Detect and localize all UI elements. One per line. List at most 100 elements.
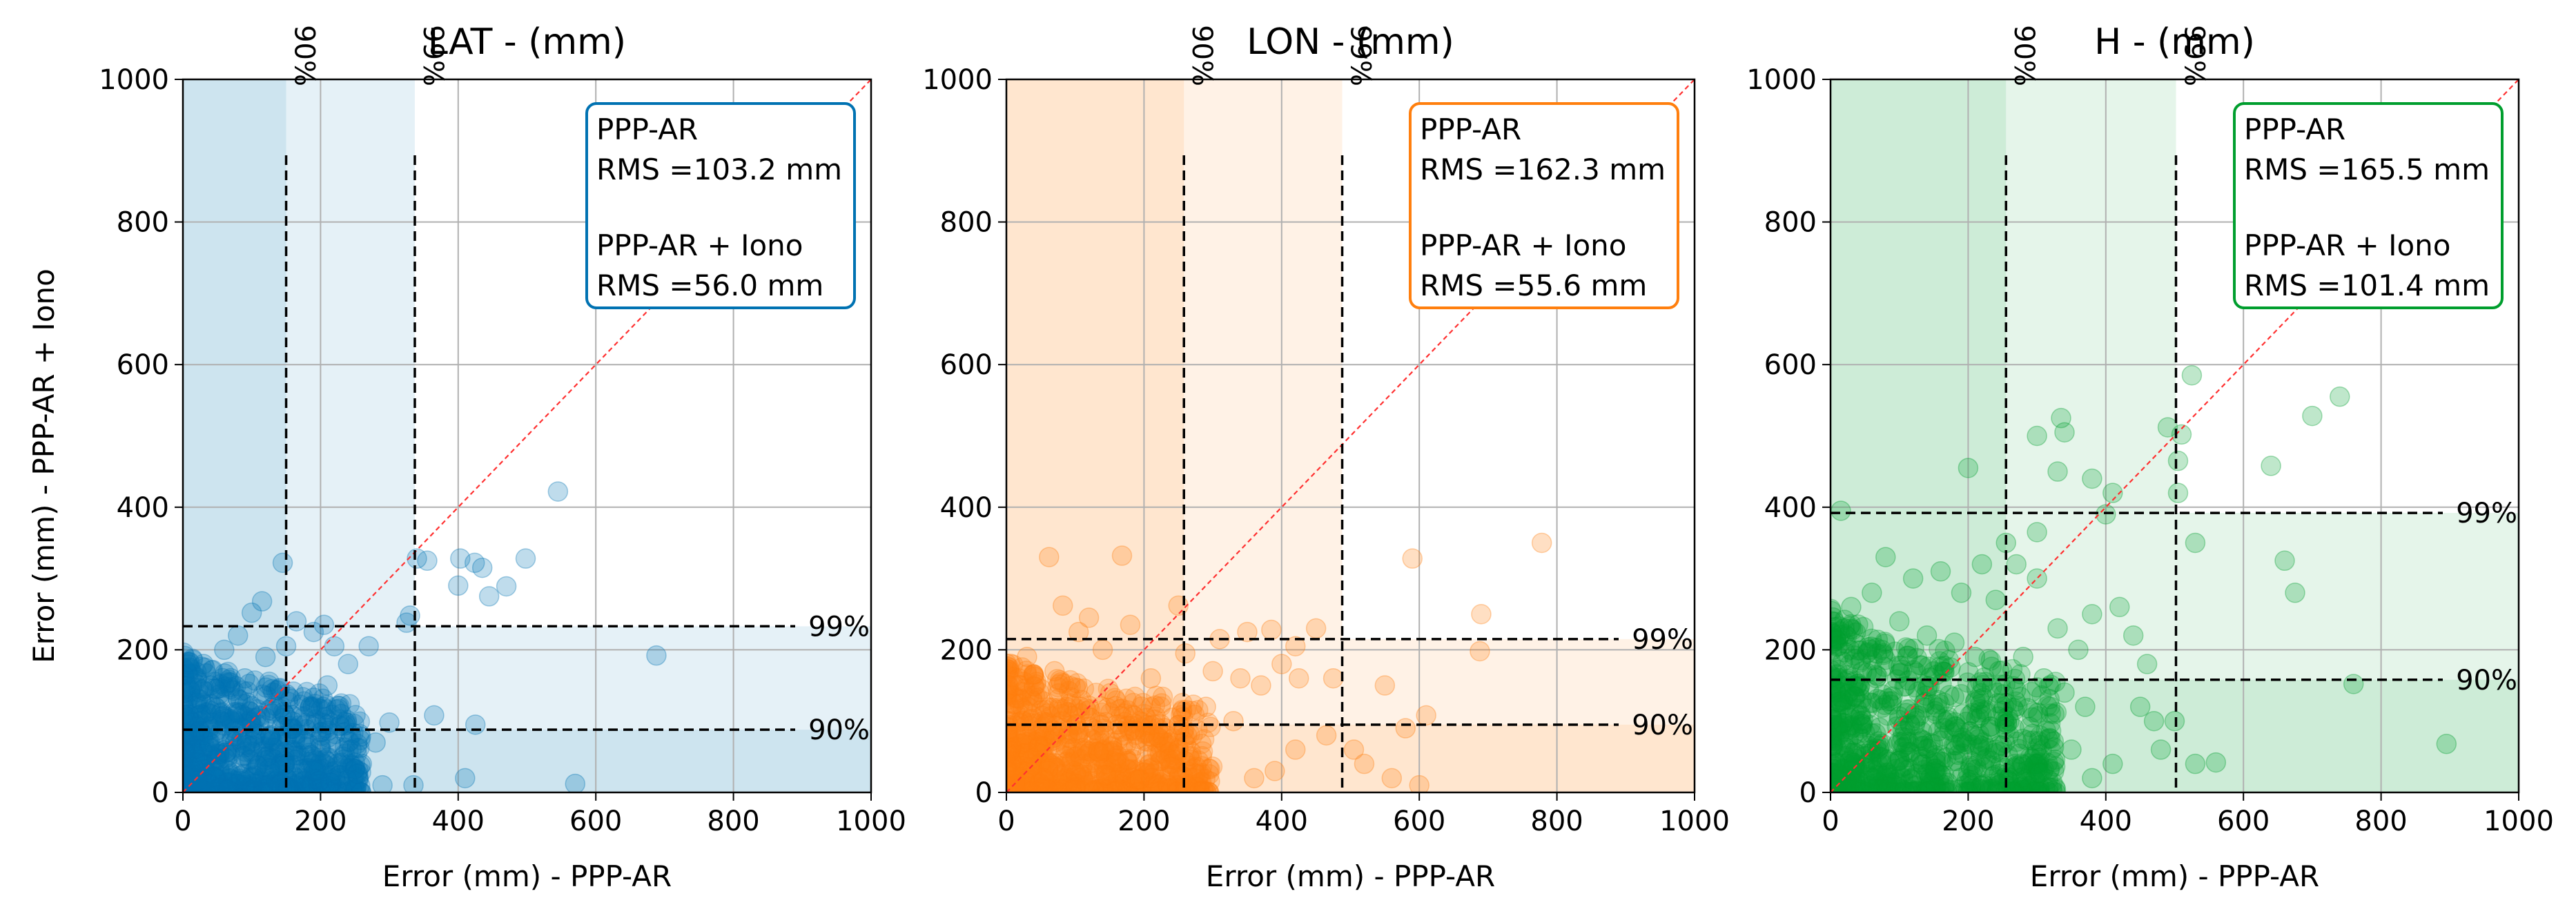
scatter-point bbox=[1162, 708, 1182, 728]
scatter-point bbox=[204, 767, 225, 788]
scatter-point bbox=[2082, 768, 2102, 789]
scatter-point bbox=[1047, 769, 1069, 790]
scatter-point bbox=[303, 746, 324, 768]
scatter-point bbox=[1135, 765, 1157, 786]
scatter-point bbox=[183, 754, 199, 775]
scatter-point bbox=[253, 774, 274, 792]
scatter-point bbox=[346, 775, 367, 792]
scatter-point bbox=[261, 779, 282, 792]
scatter-point bbox=[257, 774, 278, 792]
scatter-point bbox=[1470, 641, 1490, 662]
scatter-point bbox=[195, 657, 215, 679]
scatter-point bbox=[1056, 767, 1077, 788]
scatter-point bbox=[296, 745, 317, 766]
scatter-point bbox=[237, 780, 257, 792]
scatter-point bbox=[296, 779, 318, 792]
scatter-point bbox=[1137, 744, 1158, 765]
scatter-point bbox=[1067, 723, 1089, 744]
scatter-point bbox=[1010, 675, 1031, 696]
scatter-point bbox=[195, 765, 217, 786]
scatter-points bbox=[183, 481, 667, 792]
scatter-point bbox=[183, 663, 203, 685]
scatter-point bbox=[302, 753, 323, 774]
scatter-point bbox=[1159, 732, 1180, 753]
scatter-point bbox=[2343, 674, 2364, 694]
scatter-point bbox=[1006, 711, 1022, 732]
scatter-point bbox=[194, 755, 215, 776]
scatter-point bbox=[1060, 753, 1081, 774]
scatter-point bbox=[1006, 752, 1020, 774]
scatter-point bbox=[1140, 696, 1162, 718]
scatter-point bbox=[1006, 745, 1020, 766]
x-tick-label: 600 bbox=[569, 806, 622, 837]
scatter-point bbox=[334, 737, 355, 758]
scatter-point bbox=[1200, 771, 1220, 792]
scatter-point bbox=[183, 740, 195, 761]
scatter-point bbox=[1039, 753, 1060, 774]
scatter-point bbox=[1011, 769, 1032, 790]
scatter-point bbox=[1035, 768, 1056, 790]
scatter-point bbox=[450, 548, 471, 569]
scatter-point bbox=[1048, 779, 1069, 792]
scatter-point bbox=[239, 749, 260, 770]
scatter-point bbox=[1111, 545, 1133, 566]
scatter-point bbox=[208, 773, 228, 792]
legend-text: RMS =56.0 mm bbox=[596, 269, 823, 302]
scatter-point bbox=[183, 750, 204, 770]
scatter-point bbox=[2185, 532, 2206, 554]
scatter-point bbox=[1104, 780, 1126, 792]
scatter-point bbox=[1149, 743, 1170, 764]
scatter-point bbox=[262, 748, 283, 769]
scatter-point bbox=[255, 677, 277, 698]
scatter-point bbox=[217, 779, 238, 792]
scatter-point bbox=[1175, 734, 1196, 756]
scatter-point bbox=[217, 760, 238, 781]
scatter-point bbox=[293, 771, 314, 792]
scatter-point bbox=[1841, 596, 1862, 618]
scatter-point bbox=[2167, 482, 2189, 503]
scatter-point bbox=[1079, 779, 1100, 792]
scatter-point bbox=[218, 670, 240, 690]
scatter-point bbox=[1104, 781, 1126, 792]
scatter-point bbox=[183, 707, 198, 728]
scatter-point bbox=[202, 745, 224, 767]
scatter-point bbox=[224, 770, 245, 791]
scatter-point bbox=[1022, 754, 1042, 775]
scatter-point bbox=[186, 721, 208, 743]
scatter-point bbox=[1019, 759, 1040, 781]
scatter-point bbox=[268, 731, 289, 752]
scatter-point bbox=[1155, 777, 1176, 792]
scatter-point bbox=[1006, 775, 1019, 792]
scatter-point bbox=[183, 659, 196, 681]
scatter-point bbox=[1115, 734, 1137, 754]
scatter-point bbox=[1971, 554, 1993, 575]
scatter-point bbox=[1154, 732, 1175, 753]
scatter-point bbox=[1029, 774, 1051, 792]
scatter-point bbox=[308, 770, 329, 792]
scatter-point bbox=[1034, 748, 1055, 770]
scatter-point bbox=[324, 779, 345, 792]
scatter-point bbox=[1018, 767, 1040, 788]
scatter-point bbox=[1144, 695, 1166, 716]
scatter-point bbox=[1037, 703, 1057, 724]
scatter-point bbox=[236, 771, 257, 792]
scatter-point bbox=[304, 778, 324, 792]
scatter-point bbox=[191, 703, 211, 725]
h-panel: 0 200 400 600 800 1000 0 200 400 600 800 1000 90% 99%… bbox=[1746, 21, 2554, 893]
scatter-point bbox=[1006, 736, 1024, 757]
scatter-point bbox=[1119, 777, 1140, 792]
scatter-point bbox=[1180, 781, 1201, 792]
scatter-point bbox=[1107, 770, 1129, 790]
scatter-point bbox=[223, 725, 244, 747]
scatter-point bbox=[347, 743, 367, 764]
scatter-point bbox=[1087, 741, 1108, 762]
scatter-point bbox=[1016, 661, 1037, 681]
scatter-point bbox=[1048, 683, 1069, 704]
scatter-point bbox=[204, 780, 225, 792]
scatter-point bbox=[218, 771, 240, 792]
scatter-point bbox=[1085, 753, 1106, 774]
scatter-point bbox=[303, 769, 324, 790]
scatter-point bbox=[183, 700, 195, 721]
scatter-point bbox=[183, 661, 197, 682]
